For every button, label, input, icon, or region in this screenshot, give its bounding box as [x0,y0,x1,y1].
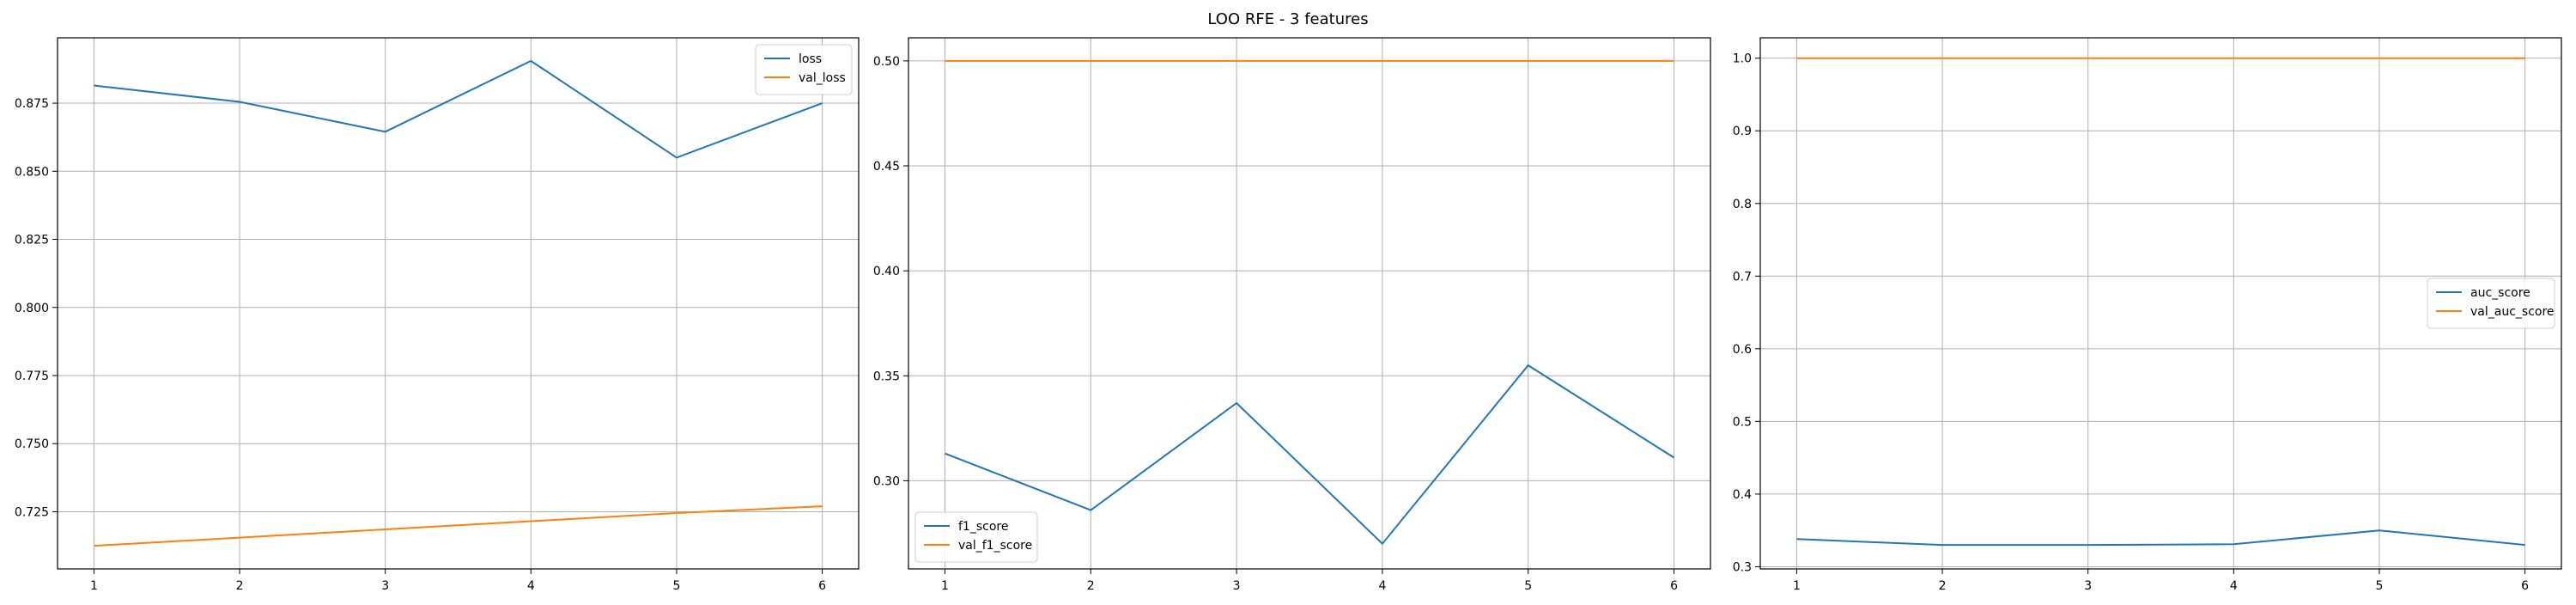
legend: loss val_loss [755,44,853,95]
axes-frame [1759,37,2562,570]
x-tick-label: 2 [1087,579,1095,593]
subplot-2: 1 2 3 4 5 6 0.30 0.35 0.40 0.45 0.50 f1_score val_f1… [873,37,1711,593]
legend: auc_score val_auc_score [2427,278,2555,329]
legend-label: f1_score [958,520,1008,534]
legend-box [2427,278,2555,329]
y-tick-label: 0.7 [1733,270,1752,284]
legend-box [914,511,1038,563]
series-line-f1-score [945,364,1675,546]
y-tick-label: 0.45 [873,160,900,174]
y-tick-label: 0.40 [873,265,900,278]
x-tick-label: 6 [818,579,826,593]
y-tick-label: 0.35 [873,370,900,383]
y-tick-label: 0.6 [1733,343,1752,357]
x-tick-label: 3 [2084,579,2092,593]
x-tick-label: 1 [90,579,98,593]
y-tick-label: 0.9 [1733,125,1752,138]
legend: f1_score val_f1_score [914,511,1038,563]
series-line-val-loss [94,505,823,547]
y-tick-label: 0.850 [15,165,49,179]
y-tick-label: 1.0 [1733,52,1752,66]
x-tick-label: 4 [2230,579,2238,593]
series-line-auc-score [1796,529,2525,547]
y-tick-label: 0.775 [15,370,49,383]
x-tick-label: 2 [1939,579,1947,593]
x-tick-label: 5 [1524,579,1532,593]
x-tick-label: 5 [2375,579,2383,593]
y-tick-label: 0.800 [15,302,49,315]
x-tick-label: 1 [941,579,949,593]
axes-frame [57,37,860,570]
y-tick-label: 0.50 [873,55,900,69]
x-tick-label: 4 [1378,579,1386,593]
legend-label: auc_score [2470,286,2530,300]
y-tick-label: 0.30 [873,474,900,488]
subplot-panels: 1 2 3 4 5 60.7250.7500.7750.8000.8250.8500.87… [15,37,2562,593]
x-tick-label: 1 [1793,579,1801,593]
x-tick-label: 3 [381,579,389,593]
x-tick-label: 2 [236,579,244,593]
x-tick-label: 4 [527,579,535,593]
legend-label: val_f1_score [958,539,1032,553]
y-tick-label: 0.8 [1733,198,1752,211]
axes-frame [908,37,1711,570]
y-tick-label: 0.825 [15,234,49,248]
y-tick-label: 0.4 [1733,488,1752,502]
legend-label: val_auc_score [2470,305,2555,319]
y-tick-label: 0.5 [1733,415,1752,429]
x-tick-label: 5 [672,579,680,593]
subplot-3: 1 2 3 4 5 6 0.3 0.4 0.5 0.6 0.7 0.8 0.9 1.0 auc_scorev… [1733,37,2562,593]
x-tick-label: 3 [1233,579,1241,593]
legend-box [755,44,853,95]
y-tick-label: 0.725 [15,505,49,519]
subplot-1: 1 2 3 4 5 6 0.725 0.750 0.775 0.800 0.825 0.850 0.87… [15,37,860,593]
y-tick-label: 0.750 [15,437,49,451]
y-tick-label: 0.875 [15,97,49,111]
x-tick-label: 6 [1670,579,1678,593]
legend-label: loss [799,52,822,66]
figure-title: LOO RFE - 3 features [1207,10,1368,28]
y-tick-label: 0.3 [1733,560,1752,574]
x-tick-label: 6 [2521,579,2529,593]
legend-label: val_loss [799,71,846,85]
series-line-loss [94,59,823,159]
